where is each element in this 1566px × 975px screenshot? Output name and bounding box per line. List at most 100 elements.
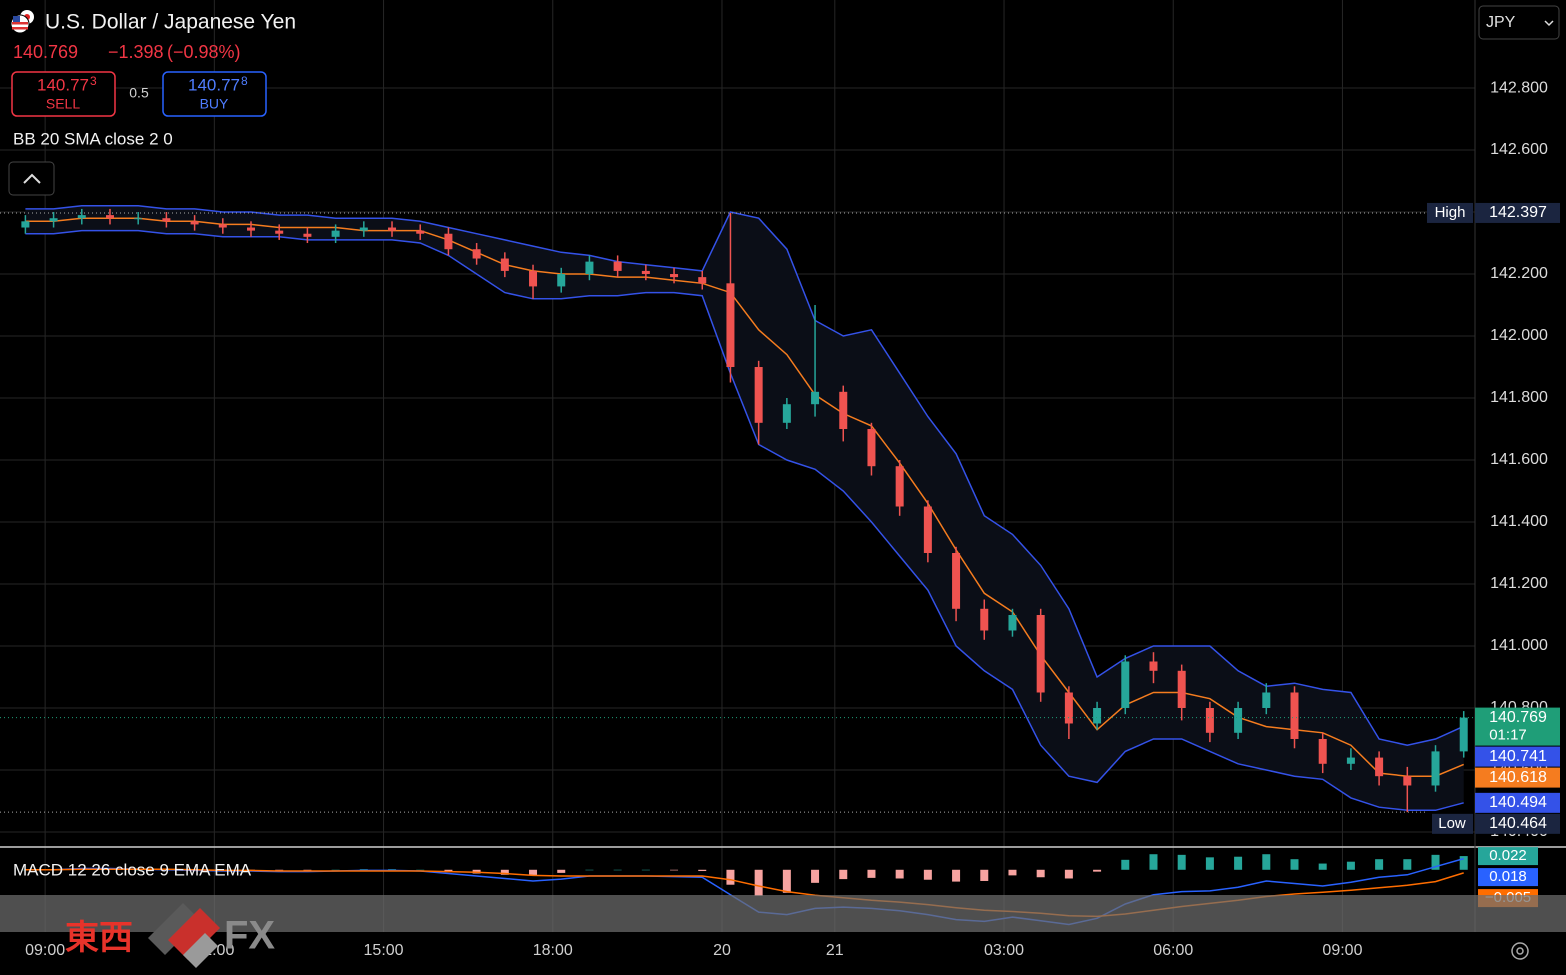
- candle-body: [416, 230, 425, 234]
- macd-label: 0.022: [1489, 847, 1527, 864]
- candle-body: [698, 277, 707, 284]
- buy-price[interactable]: 140.77: [188, 75, 240, 94]
- y-tick-label: 142.000: [1490, 327, 1548, 344]
- candle-body: [782, 404, 791, 423]
- candle-body: [1205, 707, 1214, 733]
- macd-histogram-bar: [359, 869, 368, 870]
- macd-histogram-bar: [1121, 859, 1130, 870]
- candle-body: [134, 218, 143, 220]
- low-tag-bg: [1432, 813, 1473, 834]
- macd-histogram-bar: [1149, 854, 1158, 870]
- macd-label-bg: [1478, 868, 1538, 887]
- macd-histogram-bar: [1093, 869, 1102, 872]
- buy-pip[interactable]: 8: [241, 74, 248, 88]
- candle-body: [190, 221, 199, 225]
- high-value-bg: [1475, 202, 1560, 223]
- y-tick-label: 141.800: [1490, 389, 1548, 406]
- y-tick-label: 141.200: [1490, 575, 1548, 592]
- band-line: [25, 205, 1465, 746]
- macd-histogram-bar: [557, 869, 566, 873]
- currency-chevron[interactable]: [1544, 20, 1554, 27]
- y-tick-label: 142.200: [1490, 265, 1548, 282]
- high-value: 142.397: [1489, 204, 1547, 221]
- price-label: 140.769: [1489, 709, 1547, 726]
- macd-histogram-bar: [1064, 869, 1073, 879]
- y-tick-label: 141.400: [1490, 513, 1548, 530]
- macd-histogram-bar: [923, 869, 932, 880]
- candle-body: [1149, 661, 1158, 671]
- candle-body: [1234, 707, 1243, 733]
- header: U.S. Dollar / Japanese Yen 140.769 −1.39…: [8, 5, 1560, 196]
- candle-body: [1093, 707, 1102, 724]
- macd-histogram-bar: [698, 869, 707, 872]
- macd-histogram-bar: [754, 869, 763, 896]
- candle-body: [218, 224, 227, 228]
- x-tick-label: 21: [826, 942, 844, 959]
- us-flag-canton: [13, 16, 20, 22]
- candle-body: [585, 261, 594, 275]
- watermark-icon: [183, 933, 218, 968]
- macd-histogram-bar: [1008, 869, 1017, 876]
- collapse-button[interactable]: [8, 161, 55, 196]
- candle-body: [1403, 776, 1412, 786]
- macd-histogram-bar: [529, 869, 538, 876]
- indicator-label: BB 20 SMA close 2 0: [13, 129, 173, 148]
- watermark-band: [0, 895, 1566, 932]
- price-label-bg: [1475, 767, 1560, 788]
- y-tick-label: 142.800: [1490, 79, 1548, 96]
- watermark-icon: [148, 903, 200, 955]
- candle-body: [613, 261, 622, 271]
- candle-body: [77, 215, 86, 219]
- candle-body: [1064, 692, 1073, 724]
- buy-button[interactable]: [162, 71, 267, 117]
- currency-label[interactable]: JPY: [1486, 14, 1516, 31]
- x-tick-label: 09:00: [1322, 942, 1362, 959]
- price-label-bg: [1475, 746, 1560, 767]
- macd-histogram-bar: [275, 869, 284, 871]
- sell-price[interactable]: 140.77: [37, 75, 89, 94]
- candle-body: [726, 283, 735, 368]
- sell-label[interactable]: SELL: [46, 96, 80, 112]
- x-tick-label: 06:00: [1153, 942, 1193, 959]
- macd-histogram-bar: [1431, 854, 1440, 870]
- macd-histogram-bar: [811, 869, 820, 883]
- price-label: 140.494: [1489, 794, 1547, 811]
- candle-body: [980, 608, 989, 631]
- price-label-bg: [1475, 792, 1560, 813]
- collapse-icon[interactable]: [23, 173, 41, 184]
- candle-body: [867, 429, 876, 467]
- macd-histogram-bar: [867, 869, 876, 878]
- candle-body: [1008, 614, 1017, 631]
- candle-body: [1459, 717, 1468, 752]
- candle-body: [811, 391, 820, 405]
- x-tick-label: 09:00: [25, 942, 65, 959]
- price-change: −1.398: [108, 42, 164, 62]
- candle-body: [359, 227, 368, 231]
- y-tick-label: 141.000: [1490, 637, 1548, 654]
- macd-histogram-bar: [726, 869, 735, 885]
- watermark-cjk: 東西: [65, 919, 133, 957]
- sell-pip[interactable]: 3: [90, 74, 97, 88]
- macd-histogram-bar: [641, 869, 650, 871]
- macd-histogram-bar: [952, 869, 961, 882]
- high-tag-bg: [1427, 202, 1473, 223]
- settings-icon[interactable]: [1511, 942, 1529, 960]
- candle-body: [641, 270, 650, 275]
- candle-body: [247, 227, 256, 231]
- macd-title: MACD 12 26 close 9 EMA EMA: [13, 860, 252, 879]
- candle-body: [754, 367, 763, 423]
- sell-button[interactable]: [11, 71, 116, 117]
- countdown: 01:17: [1489, 727, 1527, 744]
- macd-histogram-bar: [303, 869, 312, 871]
- currency-select[interactable]: [1478, 5, 1560, 40]
- candle-body: [105, 215, 114, 219]
- y-tick-label: 141.600: [1490, 451, 1548, 468]
- buy-label[interactable]: BUY: [200, 96, 229, 112]
- price-axis: [1475, 0, 1566, 845]
- candle-body: [1121, 661, 1130, 708]
- macd-histogram-bar: [782, 869, 791, 893]
- macd-histogram-bar: [500, 869, 509, 875]
- macd-histogram-bar: [21, 869, 30, 871]
- macd-histogram-bar: [1318, 863, 1327, 870]
